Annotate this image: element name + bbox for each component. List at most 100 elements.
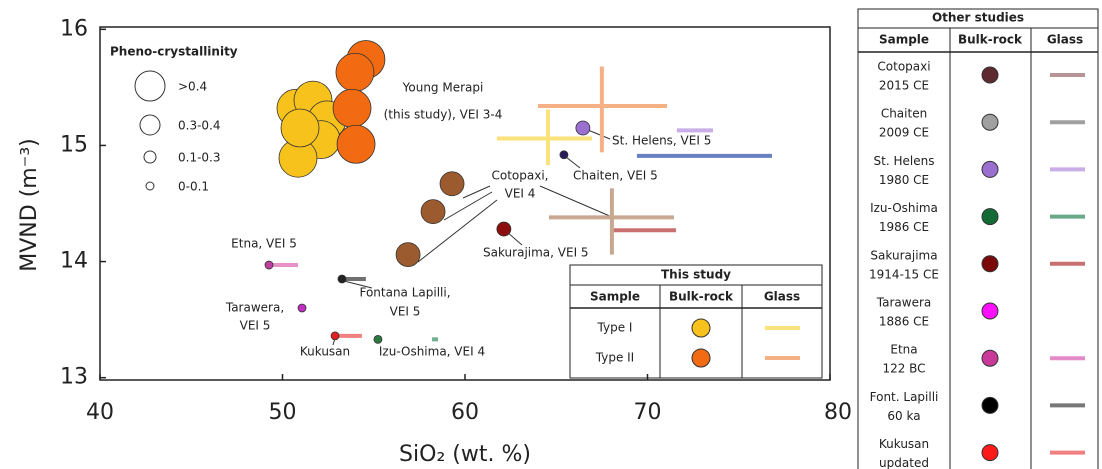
table-sample: Type II <box>595 351 634 365</box>
table-sample: Izu-Oshima <box>870 201 938 215</box>
table-sample: Type I <box>597 321 633 335</box>
table-sample: 2015 CE <box>879 79 929 93</box>
bulk-rock-point <box>337 274 347 284</box>
table-header: Glass <box>1047 33 1083 47</box>
bulk-rock-point <box>420 199 446 225</box>
series-label: Sakurajima, VEI 5 <box>483 246 589 260</box>
table-sample: 1980 CE <box>879 173 929 187</box>
size-legend-label: >0.4 <box>178 80 207 94</box>
leader-line <box>506 231 523 246</box>
table-bulk-symbol <box>981 349 999 367</box>
table-title: Other studies <box>932 11 1024 25</box>
table-bulk-symbol <box>981 208 999 226</box>
table-header: Glass <box>764 290 800 304</box>
table-sample: Kukusan <box>879 437 929 451</box>
table-sample: 1986 CE <box>879 220 929 234</box>
leader-lines <box>332 129 613 346</box>
table-sample: Font. Lapilli <box>870 390 939 404</box>
series-label: Fontana Lapilli, <box>359 286 450 300</box>
table-bulk-symbol <box>981 113 999 131</box>
size-legend-title: Pheno-crystallinity <box>110 45 238 59</box>
bulk-rock-point <box>336 124 376 164</box>
series-label: Chaiten, VEI 5 <box>573 169 658 183</box>
bulk-rock-point <box>395 242 421 267</box>
y-axis-label: MVND (m⁻³) <box>17 138 42 271</box>
series-label: VEI 5 <box>240 319 271 333</box>
table-sample: 1886 CE <box>879 315 929 329</box>
leader-line <box>343 280 373 289</box>
bulk-rock-point <box>439 171 465 197</box>
leader-line <box>539 185 613 218</box>
y-tick-label: 15 <box>60 132 88 157</box>
series-label: Etna, VEI 5 <box>231 237 297 251</box>
bulk-rock-point <box>335 52 375 92</box>
x-axis-label: SiO₂ (wt. %) <box>399 442 531 467</box>
bulk-rock-point <box>373 334 383 344</box>
size-legend-label: 0.1-0.3 <box>178 151 221 165</box>
x-tick-label: 80 <box>824 400 852 425</box>
bulk-rock-point <box>297 303 307 313</box>
series-label: VEI 4 <box>505 187 536 201</box>
bulk-rock-point <box>330 331 340 341</box>
x-tick-label: 50 <box>269 400 297 425</box>
table-header: Sample <box>590 290 640 304</box>
size-legend-symbol <box>143 150 157 164</box>
table-bulk-symbol <box>981 160 999 178</box>
table-title: This study <box>661 268 731 282</box>
table-bulk-symbol <box>981 255 999 273</box>
table-sample: 122 BC <box>882 362 925 376</box>
bulk-rock-point <box>496 221 512 237</box>
table-bulk-symbol <box>691 318 711 338</box>
leader-line <box>417 199 498 263</box>
table-bulk-symbol <box>981 66 999 84</box>
bulk-rock-point <box>559 150 569 160</box>
bulk-rock-point <box>264 260 274 270</box>
bulk-rock-point <box>575 120 591 136</box>
other-studies-table: Other studies Sample Bulk-rock Glass <box>857 8 1099 469</box>
annotation: Young Merapi <box>402 81 484 95</box>
size-legend-label: 0.3-0.4 <box>178 119 221 133</box>
table-sample: Etna <box>890 343 917 357</box>
y-tick-label: 14 <box>60 249 88 274</box>
series-label: VEI 5 <box>390 305 421 319</box>
table-sample: Tarawera <box>876 296 931 310</box>
leader-line <box>587 129 611 140</box>
size-legend-label: 0-0.1 <box>178 180 209 194</box>
table-sample: 60 ka <box>887 409 920 423</box>
series-label: Tarawera, <box>225 301 284 315</box>
table-sample: 2009 CE <box>879 126 929 140</box>
x-tick-label: 40 <box>86 400 114 425</box>
table-sample: St. Helens <box>874 154 935 168</box>
table-header: Bulk-rock <box>669 290 734 304</box>
x-tick-label: 70 <box>634 400 662 425</box>
table-sample: Cotopaxi <box>877 60 930 74</box>
x-tick-label: 60 <box>451 400 479 425</box>
y-tick-label: 13 <box>60 365 88 390</box>
series-label: Kukusan <box>300 345 350 359</box>
leader-line <box>565 156 581 169</box>
table-header: Sample <box>879 33 929 47</box>
size-legend-symbol <box>134 70 166 102</box>
series-label: Cotopaxi, <box>492 169 549 183</box>
bulk-rock-point <box>280 108 320 148</box>
table-bulk-symbol <box>691 348 711 368</box>
y-tick-label: 16 <box>60 16 88 41</box>
series-label: St. Helens, VEI 5 <box>612 134 711 148</box>
table-sample: Sakurajima <box>870 248 937 262</box>
table-header: Bulk-rock <box>958 33 1023 47</box>
table-sample: Chaiten <box>881 107 927 121</box>
leader-line <box>462 185 491 199</box>
bulk-rock-point <box>332 88 372 128</box>
table-bulk-symbol <box>981 302 999 320</box>
series-label: Izu-Oshima, VEI 4 <box>379 345 485 359</box>
table-bulk-symbol <box>981 396 999 414</box>
table-bulk-symbol <box>981 444 999 462</box>
leader-line <box>443 191 493 221</box>
table-sample: 1914-15 CE <box>869 267 939 281</box>
table-sample: updated <box>879 456 929 469</box>
annotation: (this study), VEI 3-4 <box>384 108 503 122</box>
table-frame <box>857 8 1099 469</box>
size-legend-symbol <box>139 114 161 136</box>
size-legend-symbol <box>145 181 155 191</box>
